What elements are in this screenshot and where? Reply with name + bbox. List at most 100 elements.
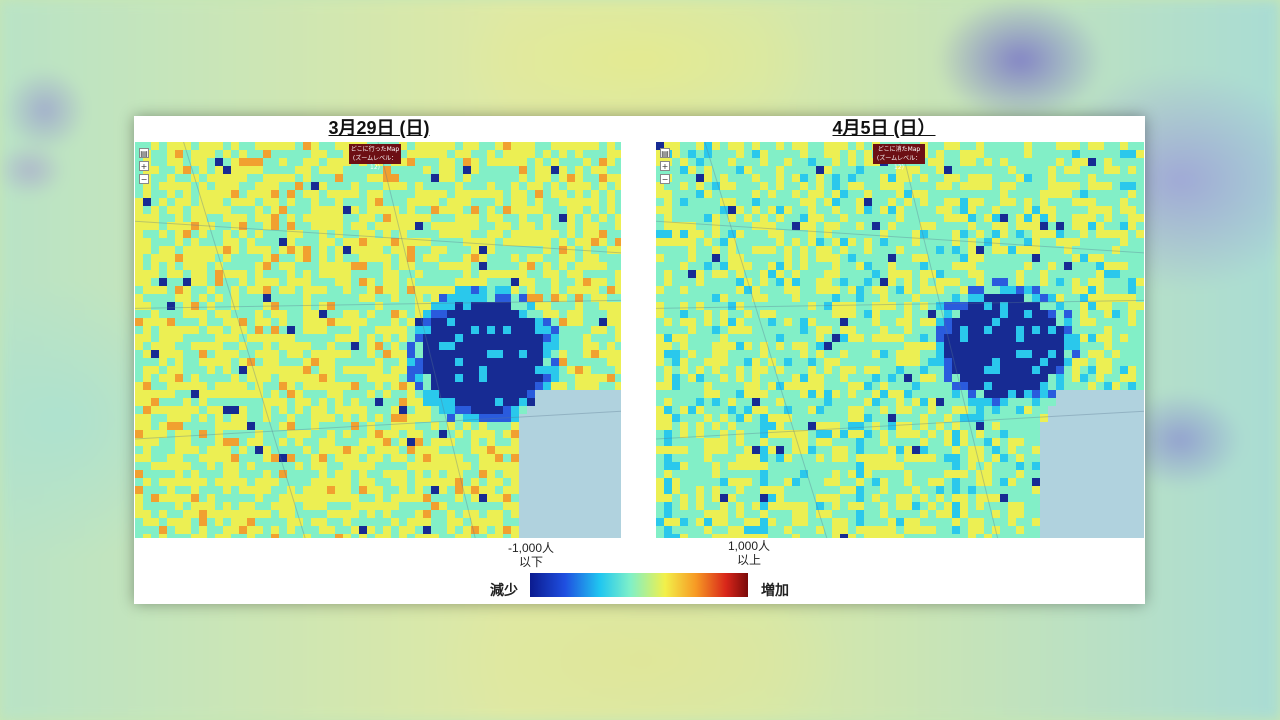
- heat-cell: [335, 406, 343, 414]
- bay-cell: [599, 446, 607, 454]
- heat-cell: [1048, 382, 1056, 390]
- heat-cell: [143, 422, 151, 430]
- heatmap-right[interactable]: ▤ + − どこに消たMap (ズームレベル：12): [656, 142, 1144, 538]
- heat-cell: [231, 334, 239, 342]
- heat-cell: [688, 382, 696, 390]
- bay-cell: [583, 510, 591, 518]
- heatmap-left[interactable]: ▤ + − どこに行ったMap (ズームレベル：12): [135, 142, 621, 538]
- heat-cell: [191, 326, 199, 334]
- heat-cell: [920, 366, 928, 374]
- heat-cell: [255, 486, 263, 494]
- heat-cell: [175, 534, 183, 538]
- heat-cell: [343, 454, 351, 462]
- heat-cell: [1008, 294, 1016, 302]
- heat-cell: [872, 198, 880, 206]
- heat-cell: [487, 238, 495, 246]
- bay-cell: [519, 478, 527, 486]
- heat-cell: [487, 310, 495, 318]
- heat-cell: [287, 206, 295, 214]
- heat-cell: [615, 166, 621, 174]
- heat-cell: [359, 438, 367, 446]
- heat-cell: [431, 374, 439, 382]
- heat-cell: [1016, 382, 1024, 390]
- heat-cell: [407, 494, 415, 502]
- layers-icon[interactable]: ▤: [139, 148, 149, 158]
- heat-cell: [263, 222, 271, 230]
- heat-cell: [231, 166, 239, 174]
- heat-cell: [391, 406, 399, 414]
- heat-cell: [487, 190, 495, 198]
- heat-cell: [672, 342, 680, 350]
- bay-cell: [591, 470, 599, 478]
- heat-cell: [760, 302, 768, 310]
- heat-cell: [135, 302, 143, 310]
- heat-cell: [135, 286, 143, 294]
- heat-cell: [231, 358, 239, 366]
- heat-cell: [199, 454, 207, 462]
- heat-cell: [960, 366, 968, 374]
- heat-cell: [191, 230, 199, 238]
- heat-cell: [936, 150, 944, 158]
- heat-cell: [215, 470, 223, 478]
- heat-cell: [247, 342, 255, 350]
- heat-cell: [207, 390, 215, 398]
- heat-cell: [1128, 166, 1136, 174]
- heat-cell: [383, 422, 391, 430]
- heat-cell: [511, 174, 519, 182]
- heat-cell: [415, 382, 423, 390]
- heat-cell: [1112, 158, 1120, 166]
- heat-cell: [519, 302, 527, 310]
- heat-cell: [471, 374, 479, 382]
- heat-cell: [567, 174, 575, 182]
- heat-cell: [920, 262, 928, 270]
- bay-cell: [599, 454, 607, 462]
- heat-cell: [423, 382, 431, 390]
- heat-cell: [503, 398, 511, 406]
- heat-cell: [1000, 294, 1008, 302]
- heat-cell: [351, 198, 359, 206]
- heat-cell: [816, 350, 824, 358]
- heat-cell: [752, 390, 760, 398]
- heat-cell: [175, 406, 183, 414]
- heat-cell: [255, 446, 263, 454]
- heat-cell: [263, 526, 271, 534]
- heat-cell: [407, 198, 415, 206]
- heat-cell: [575, 222, 583, 230]
- heat-cell: [455, 254, 463, 262]
- heat-cell: [495, 510, 503, 518]
- heat-cell: [175, 366, 183, 374]
- heat-cell: [159, 254, 167, 262]
- heat-cell: [159, 342, 167, 350]
- heat-cell: [495, 182, 503, 190]
- heat-cell: [984, 350, 992, 358]
- heat-cell: [279, 510, 287, 518]
- heat-cell: [968, 254, 976, 262]
- heat-cell: [511, 166, 519, 174]
- heat-cell: [247, 358, 255, 366]
- heat-cell: [455, 390, 463, 398]
- heat-cell: [479, 310, 487, 318]
- zoom-out-button[interactable]: −: [139, 174, 149, 184]
- heat-cell: [519, 390, 527, 398]
- heat-cell: [271, 150, 279, 158]
- bay-cell: [535, 446, 543, 454]
- heat-cell: [279, 486, 287, 494]
- heat-cell: [808, 278, 816, 286]
- heat-cell: [607, 366, 615, 374]
- heat-cell: [335, 150, 343, 158]
- heat-cell: [303, 422, 311, 430]
- heat-cell: [936, 286, 944, 294]
- heat-cell: [535, 182, 543, 190]
- bay-cell: [543, 518, 551, 526]
- heat-cell: [439, 326, 447, 334]
- heat-cell: [928, 150, 936, 158]
- heat-cell: [239, 358, 247, 366]
- zoom-in-button[interactable]: +: [139, 161, 149, 171]
- heat-cell: [375, 286, 383, 294]
- heat-cell: [720, 262, 728, 270]
- heat-cell: [984, 254, 992, 262]
- heat-cell: [335, 510, 343, 518]
- heat-cell: [143, 454, 151, 462]
- heat-cell: [383, 166, 391, 174]
- heat-cell: [495, 406, 503, 414]
